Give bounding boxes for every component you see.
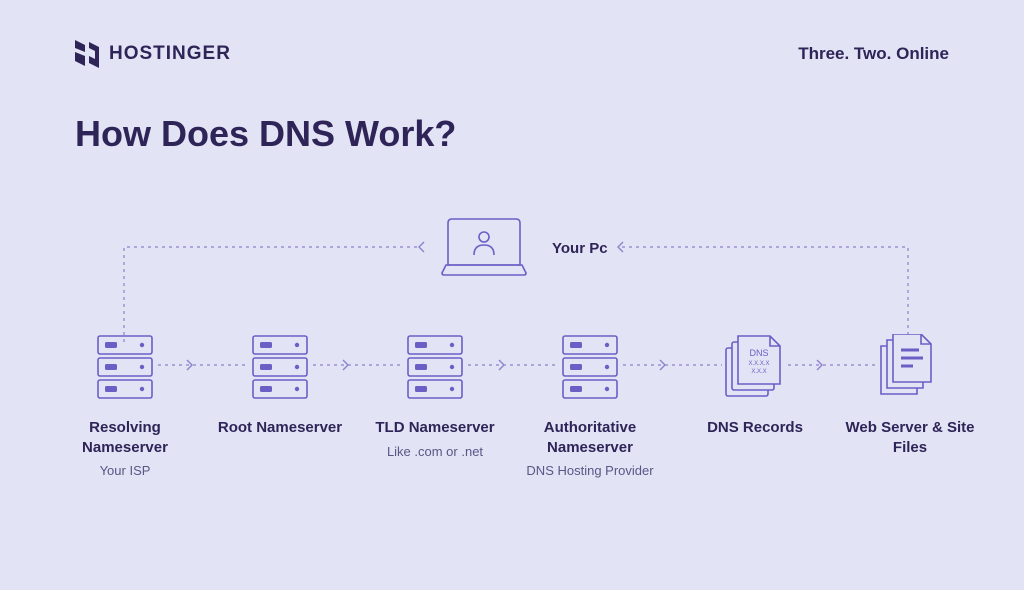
step-subtitle: Like .com or .net <box>360 444 510 461</box>
step-subtitle: DNS Hosting Provider <box>515 463 665 480</box>
server-icon <box>515 330 665 400</box>
server-icon <box>205 330 355 400</box>
step-5: Web Server & Site Files <box>835 330 985 457</box>
dns-records-icon: DNS X.X.X.X X.X.X <box>680 330 830 400</box>
step-title: DNS Records <box>680 418 830 438</box>
step-subtitle: Your ISP <box>50 463 200 480</box>
svg-text:X.X.X.X: X.X.X.X <box>748 361 769 367</box>
server-icon <box>360 330 510 400</box>
step-2: TLD Nameserver Like .com or .net <box>360 330 510 460</box>
pc-icon <box>440 215 528 279</box>
step-4: DNS X.X.X.X X.X.X DNS Records <box>680 330 830 438</box>
step-title: Resolving Nameserver <box>50 418 200 457</box>
step-title: TLD Nameserver <box>360 418 510 438</box>
files-icon <box>835 330 985 400</box>
step-title: Root Nameserver <box>205 418 355 438</box>
pc-label: Your Pc <box>552 240 608 257</box>
step-title: Authoritative Nameserver <box>515 418 665 457</box>
server-icon <box>50 330 200 400</box>
step-3: Authoritative Nameserver DNS Hosting Pro… <box>515 330 665 480</box>
step-title: Web Server & Site Files <box>835 418 985 457</box>
flow-connectors <box>0 0 1024 590</box>
step-0: Resolving Nameserver Your ISP <box>50 330 200 480</box>
step-1: Root Nameserver <box>205 330 355 438</box>
svg-text:X.X.X: X.X.X <box>751 369 766 375</box>
svg-text:DNS: DNS <box>749 348 768 358</box>
